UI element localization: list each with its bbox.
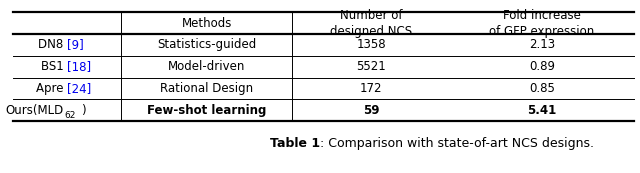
Text: [18]: [18] (67, 60, 92, 73)
Text: Table 1: Table 1 (270, 137, 320, 150)
Text: [9]: [9] (67, 38, 84, 51)
Text: : Comparison with state-of-art NCS designs.: : Comparison with state-of-art NCS desig… (320, 137, 594, 150)
Text: Rational Design: Rational Design (160, 82, 253, 95)
Text: 1358: 1358 (356, 38, 386, 51)
Text: Model-driven: Model-driven (168, 60, 246, 73)
Text: 5.41: 5.41 (527, 104, 557, 117)
Text: Methods: Methods (182, 16, 232, 30)
Text: 5521: 5521 (356, 60, 386, 73)
Text: Ours(MLD: Ours(MLD (6, 104, 64, 117)
Text: 2.13: 2.13 (529, 38, 555, 51)
Text: Number of
designed NCS: Number of designed NCS (330, 8, 412, 38)
Text: Few-shot learning: Few-shot learning (147, 104, 266, 117)
Text: Statistics-guided: Statistics-guided (157, 38, 257, 51)
Text: Apre: Apre (36, 82, 67, 95)
Text: DN8: DN8 (38, 38, 67, 51)
Text: [24]: [24] (67, 82, 92, 95)
Text: BS1: BS1 (40, 60, 67, 73)
Text: 0.85: 0.85 (529, 82, 555, 95)
Text: Fold increase
of GFP expression: Fold increase of GFP expression (490, 8, 595, 38)
Text: 0.89: 0.89 (529, 60, 555, 73)
Text: 172: 172 (360, 82, 383, 95)
Text: 62: 62 (64, 111, 76, 120)
Text: 59: 59 (363, 104, 380, 117)
Text: ): ) (81, 104, 86, 117)
